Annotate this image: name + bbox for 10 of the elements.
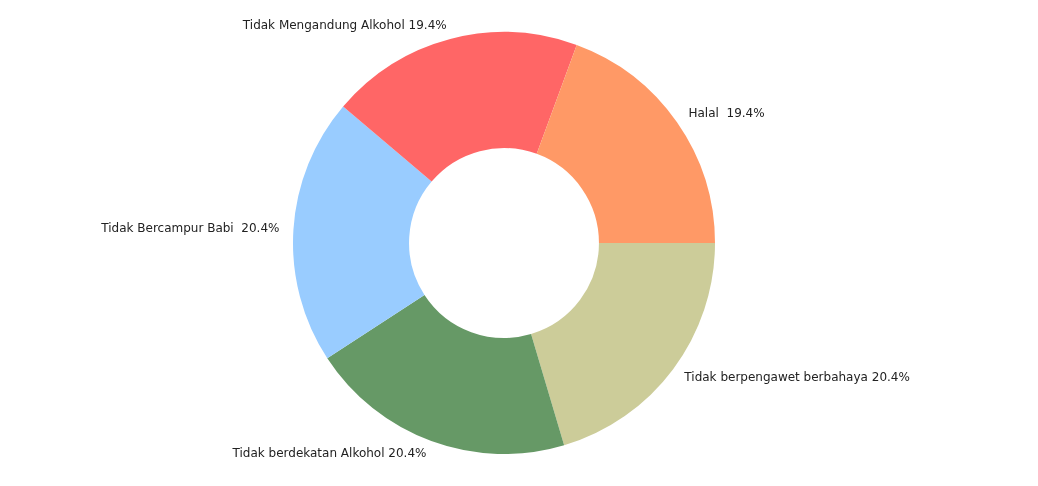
slice-label: Tidak Mengandung Alkohol [241,17,405,32]
data-label: 20.4% [241,221,280,235]
slice-label: Halal [688,106,723,121]
data-label: 19.4% [726,106,765,121]
slice-label: Tidak berdekatan Alkohol [231,446,385,461]
slice-label: Tidak berpengawet berbahaya [683,369,868,384]
data-label: 20.4% [871,369,910,384]
data-label: 20.4% [388,446,427,461]
slice-label: Tidak Bercampur Babi [100,221,238,235]
data-label: 19.4% [408,17,447,32]
